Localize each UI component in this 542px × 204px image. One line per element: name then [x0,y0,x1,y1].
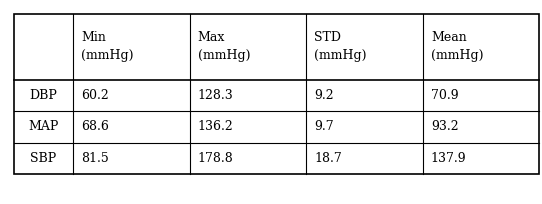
Text: 137.9: 137.9 [431,152,467,165]
Text: 81.5: 81.5 [81,152,109,165]
Text: SBP: SBP [30,152,56,165]
Text: STD
(mmHg): STD (mmHg) [314,31,367,62]
Text: MAP: MAP [28,121,59,133]
Text: 60.2: 60.2 [81,89,109,102]
Text: 128.3: 128.3 [198,89,234,102]
Text: DBP: DBP [29,89,57,102]
Text: 136.2: 136.2 [198,121,234,133]
Text: Max
(mmHg): Max (mmHg) [198,31,250,62]
Text: 18.7: 18.7 [314,152,342,165]
Text: 9.2: 9.2 [314,89,334,102]
Text: 93.2: 93.2 [431,121,459,133]
Bar [14,14,539,174]
Text: 68.6: 68.6 [81,121,109,133]
Text: 9.7: 9.7 [314,121,334,133]
Text: Mean
(mmHg): Mean (mmHg) [431,31,483,62]
Text: 70.9: 70.9 [431,89,459,102]
Text: 178.8: 178.8 [198,152,234,165]
Text: Min
(mmHg): Min (mmHg) [81,31,134,62]
